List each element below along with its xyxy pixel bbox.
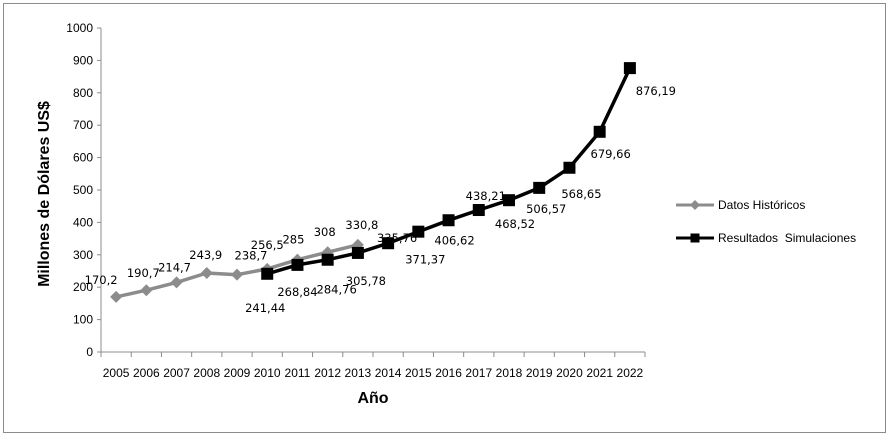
data-label: 268,84 [277,285,317,299]
data-label: 243,9 [189,248,222,262]
data-label: 284,76 [317,283,357,297]
chart-frame: 0 100 200 300 400 500 600 700 800 900 1000 2005 2006… [3,3,886,433]
x-tick-label: 2015 [405,366,432,380]
data-label: 330,8 [345,218,378,232]
series-layer [110,62,636,303]
data-point-diamond [170,276,183,289]
x-tick-label: 2012 [314,366,341,380]
y-tick-label: 600 [73,151,93,165]
x-tick-label: 2005 [103,366,130,380]
data-point-square [291,258,304,271]
y-axis-title: Millones de Dólares US$ [36,101,53,287]
y-tick-label: 0 [86,345,93,359]
data-point-diamond [231,268,243,281]
data-label: 506,57 [526,202,566,216]
y-tick-label: 700 [73,118,93,132]
data-point-square [503,194,515,207]
legend-item-historicos: Datos Históricos [676,198,805,212]
data-point-square [472,204,485,217]
data-label: 214,7 [158,260,191,274]
data-label: 241,44 [245,301,285,315]
x-tick-label: 2013 [345,366,372,380]
data-point-square [563,161,576,174]
data-point-diamond [200,266,213,279]
legend: Datos Históricos Resultados Simulaciones [676,198,856,245]
legend-marker-square [690,233,700,243]
data-label: 371,37 [405,253,445,267]
data-label: 305,78 [346,274,386,288]
data-point-diamond [110,290,123,303]
data-point-square [261,267,274,280]
x-tick-label: 2009 [224,366,251,380]
y-tick-label: 100 [73,313,93,327]
x-tick-label: 2010 [254,366,281,380]
data-point-diamond [140,284,153,297]
y-tick-label: 1000 [66,21,93,35]
data-label: 679,66 [591,147,631,161]
legend-marker-diamond [690,200,700,210]
data-label: 876,19 [636,84,676,98]
data-point-square [412,225,425,238]
data-label: 256,5 [251,238,284,252]
y-tick-label: 400 [73,215,93,229]
data-label: 170,2 [85,273,118,287]
data-point-square [533,181,546,194]
data-point-square [351,246,364,259]
x-tick-label: 2022 [617,366,644,380]
legend-label-simulaciones: Resultados Simulaciones [718,231,856,245]
data-label: 238,7 [235,249,268,263]
y-tick-label: 300 [73,248,93,262]
y-tick-label: 500 [73,183,93,197]
x-tick-label: 2014 [375,366,402,380]
x-tick-label: 2008 [193,366,220,380]
data-point-square [593,125,606,138]
data-label: 568,65 [561,187,601,201]
data-point-square [321,253,334,266]
legend-item-simulaciones: Resultados Simulaciones [676,231,856,245]
x-tick-label: 2007 [163,366,190,380]
x-tick-label: 2017 [465,366,492,380]
data-point-square [623,62,636,75]
y-tick-label: 900 [73,53,93,67]
y-tick-label: 200 [73,280,93,294]
data-label: 285 [282,233,304,247]
x-tick-label: 2021 [586,366,613,380]
x-tick-label: 2006 [133,366,160,380]
data-label: 406,62 [434,233,474,247]
legend-label-historicos: Datos Históricos [718,198,805,212]
x-tick-label: 2018 [496,366,523,380]
x-tick-label: 2020 [556,366,583,380]
x-tick-label: 2019 [526,366,553,380]
data-label: 335,76 [377,231,417,245]
x-axis-title: Año [357,390,388,407]
axes: 0 100 200 300 400 500 600 700 800 900 1000 2005 2006… [66,21,646,380]
x-tick-label: 2011 [285,366,311,380]
line-chart: 0 100 200 300 400 500 600 700 800 900 1000 2005 2006… [36,21,856,407]
data-point-square [442,214,455,227]
data-label: 468,52 [495,217,535,231]
x-tick-label: 2016 [435,366,462,380]
data-label: 190,7 [127,266,160,280]
data-label: 438,21 [466,189,506,203]
data-point-square [382,237,395,250]
y-tick-label: 800 [73,86,93,100]
data-point-diamond [321,246,334,259]
data-label: 308 [314,225,336,239]
